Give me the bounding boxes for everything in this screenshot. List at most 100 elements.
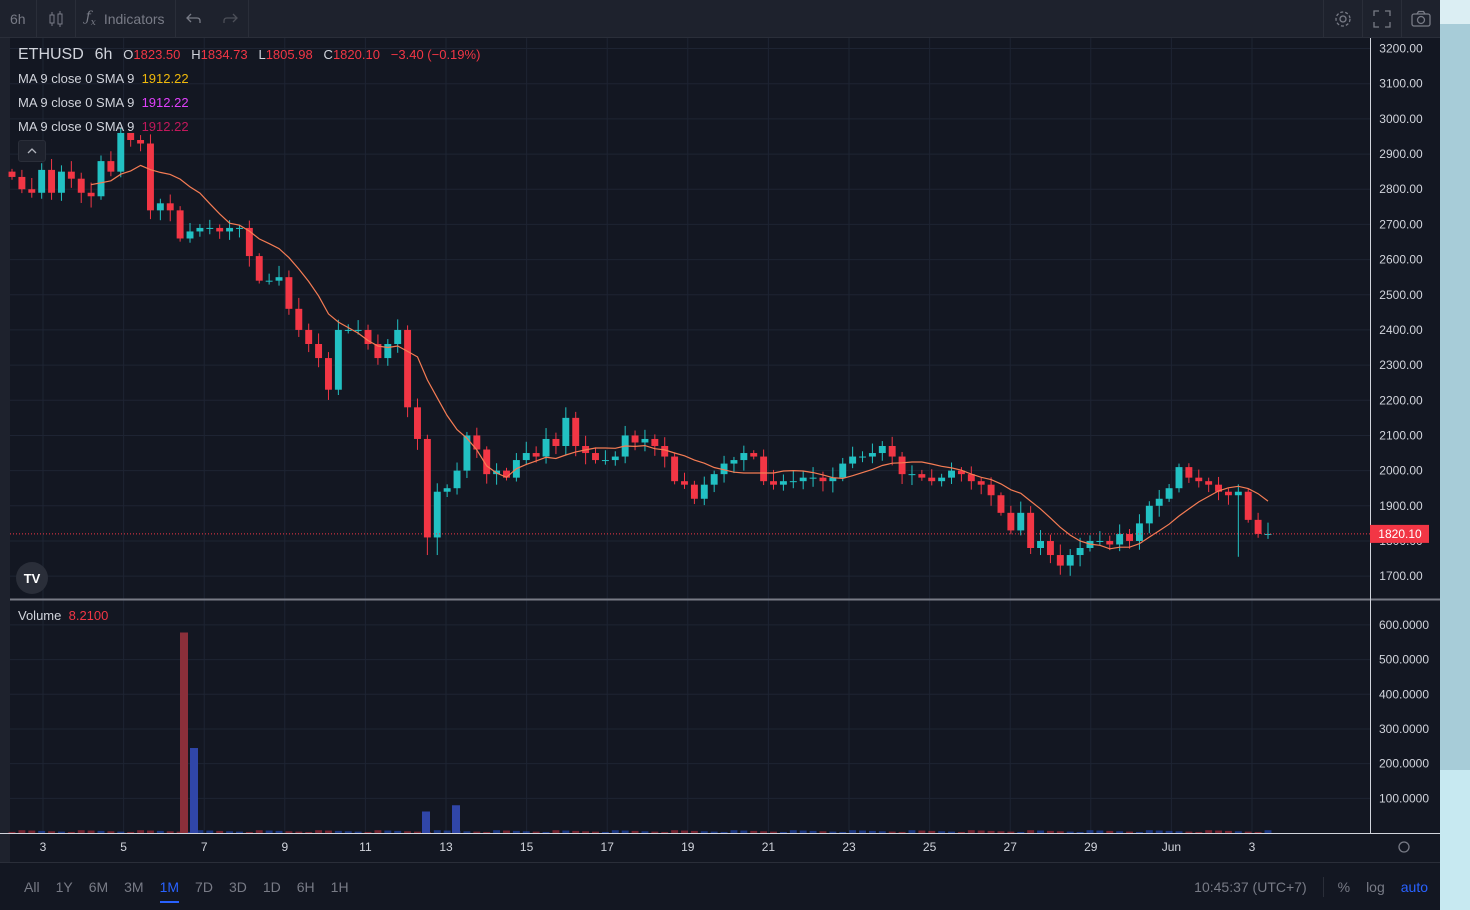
indicators-button[interactable]: ƒx Indicators	[76, 0, 176, 38]
volume-spike-bar	[190, 748, 198, 833]
price-tick-label: 2900.00	[1379, 147, 1423, 161]
settings-button[interactable]	[1323, 0, 1362, 38]
range-3m[interactable]: 3M	[124, 878, 144, 895]
candle	[799, 477, 807, 482]
volume-bar	[1017, 831, 1025, 833]
candle	[1066, 555, 1074, 566]
undo-button[interactable]	[176, 0, 212, 38]
volume-bar	[671, 830, 679, 833]
tradingview-logo-icon[interactable]: TV	[16, 562, 48, 594]
range-3d[interactable]: 3D	[228, 878, 247, 895]
candle	[829, 477, 837, 482]
range-1m[interactable]: 1M	[152, 879, 187, 903]
range-7d[interactable]: 7D	[195, 878, 213, 895]
candle	[275, 277, 283, 281]
chart-type-button[interactable]	[37, 0, 76, 38]
volume-bar	[730, 830, 738, 833]
range-6m[interactable]: 6M	[88, 878, 109, 895]
volume-bar	[374, 830, 382, 833]
volume-bar	[690, 830, 698, 833]
volume-label: Volume	[18, 608, 62, 623]
ma-legend-1[interactable]: MA 9 close 0 SMA 9 1912.22	[18, 71, 189, 86]
candle	[987, 484, 995, 496]
percent-toggle[interactable]: %	[1337, 879, 1351, 895]
candle	[1165, 488, 1173, 499]
candle	[671, 456, 679, 482]
range-6h[interactable]: 6H	[296, 878, 315, 895]
volume-bar	[592, 831, 599, 833]
time-tick-label: 29	[1084, 840, 1098, 854]
volume-bar	[562, 830, 570, 833]
volume-tick-label: 400.0000	[1379, 687, 1429, 701]
candle	[38, 169, 46, 193]
candle	[255, 256, 263, 281]
fullscreen-icon	[1373, 10, 1391, 28]
volume-bar	[156, 830, 164, 833]
candle	[957, 470, 965, 475]
symbol-interval: 6h	[94, 46, 113, 63]
volume-bar	[1037, 830, 1044, 833]
time-tick-label: 7	[201, 840, 208, 854]
screenshot-button[interactable]	[1401, 0, 1440, 38]
volume-value: 8.2100	[68, 608, 109, 623]
redo-button[interactable]	[212, 0, 249, 38]
fullscreen-button[interactable]	[1362, 0, 1401, 38]
clock-time[interactable]: 10:45:37 (UTC+7)	[1194, 879, 1307, 895]
range-1h[interactable]: 1H	[330, 878, 349, 895]
ma-legend-2[interactable]: MA 9 close 0 SMA 9 1912.22	[18, 95, 189, 110]
volume-bar	[681, 830, 688, 833]
symbol-name[interactable]: ETHUSD	[18, 46, 84, 63]
volume-bar	[77, 830, 85, 833]
candle	[1175, 467, 1183, 489]
candle	[1185, 467, 1193, 478]
interval-button[interactable]: 6h	[0, 0, 37, 38]
time-tick-label: 13	[439, 840, 453, 854]
ma-label: MA 9 close 0 SMA 9	[18, 119, 135, 134]
candle	[127, 132, 135, 140]
candle	[740, 453, 748, 461]
volume-bar	[404, 831, 412, 833]
candle	[423, 438, 431, 538]
legend-collapse-button[interactable]	[18, 140, 46, 162]
ma-value: 1912.22	[141, 119, 189, 134]
candle	[1195, 477, 1203, 482]
candle	[206, 227, 214, 229]
candle	[997, 495, 1005, 513]
candle	[305, 329, 313, 344]
ma-legend-3[interactable]: MA 9 close 0 SMA 9 1912.22	[18, 119, 189, 134]
candle	[8, 171, 16, 177]
price-chart[interactable]: 3200.00 3100.00 3000.00 2900.00 2800.00 2700.…	[0, 38, 1440, 862]
volume-bar	[1205, 830, 1213, 833]
candle	[938, 477, 946, 482]
candle	[1017, 512, 1025, 531]
price-tick-label: 2500.00	[1379, 288, 1423, 302]
candle	[1076, 548, 1084, 556]
candle	[137, 140, 145, 144]
candle	[325, 358, 332, 390]
auto-toggle[interactable]: auto	[1400, 879, 1428, 895]
volume-bar	[1135, 831, 1143, 833]
candle	[552, 438, 560, 446]
time-tick-label: 3	[40, 840, 47, 854]
volume-tick-label: 300.0000	[1379, 722, 1429, 736]
candle	[404, 329, 412, 408]
volume-bar	[977, 830, 985, 833]
volume-bar	[275, 830, 283, 833]
volume-bar	[542, 831, 550, 833]
volume-bar	[1264, 830, 1272, 833]
log-toggle[interactable]: log	[1366, 879, 1385, 895]
ma-label: MA 9 close 0 SMA 9	[18, 71, 135, 86]
candle	[1106, 540, 1114, 545]
candle	[1007, 512, 1015, 531]
range-all[interactable]: All	[24, 878, 40, 895]
volume-bar	[285, 831, 293, 833]
price-tick-label: 2800.00	[1379, 182, 1423, 196]
time-tick-label: 19	[681, 840, 695, 854]
volume-bar	[522, 831, 530, 833]
volume-bar	[414, 831, 421, 833]
range-1y[interactable]: 1Y	[55, 878, 73, 895]
open-value: 1823.50	[133, 47, 181, 62]
candle	[730, 460, 738, 464]
range-1d[interactable]: 1D	[262, 878, 281, 895]
volume-bar	[611, 830, 619, 833]
